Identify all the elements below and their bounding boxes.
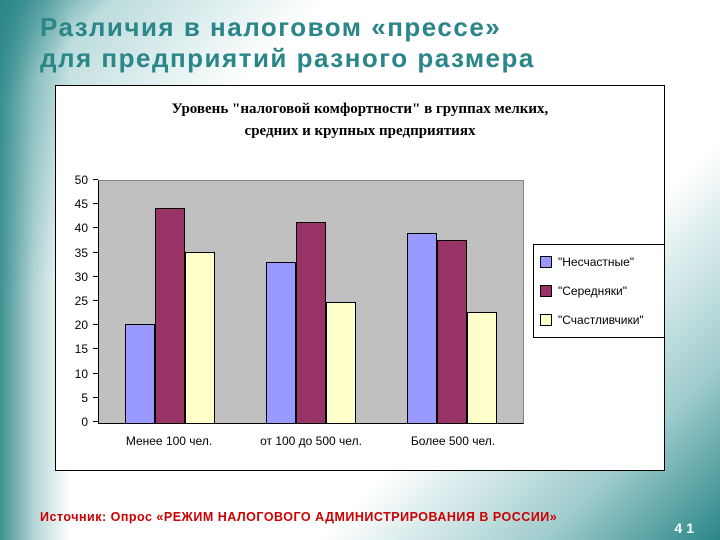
bar-group [382, 181, 523, 423]
y-tick-mark [93, 421, 98, 422]
y-tick-label: 40 [74, 221, 88, 236]
y-tick-mark [93, 275, 98, 277]
category-label: Более 500 чел. [410, 434, 496, 448]
y-tick-mark [93, 324, 98, 326]
y-tick-mark [93, 300, 98, 301]
chart: Уровень "налоговой комфортности" в групп… [55, 85, 665, 471]
y-tick-label: 0 [81, 415, 88, 429]
bar [295, 221, 326, 423]
y-tick-mark [93, 372, 98, 374]
bar [154, 208, 185, 423]
bar [467, 312, 498, 423]
legend-label: "Счастливчики" [558, 313, 644, 327]
y-tick-mark [93, 227, 98, 229]
page-number: 41 [674, 520, 698, 536]
legend-item: "Середняки" [540, 284, 658, 298]
slide-title: Различия в налоговом «прессе» для предпр… [40, 12, 535, 74]
y-tick-label: 45 [74, 197, 88, 212]
legend-swatch-icon [540, 285, 552, 297]
x-axis-labels: Менее 100 чел. от 100 до 500 чел. Более 50… [98, 434, 524, 448]
y-tick-label: 30 [74, 269, 88, 284]
legend-item: "Несчастные" [540, 255, 658, 269]
y-tick-label: 50 [74, 173, 88, 187]
bar-group [240, 181, 381, 423]
legend-label: "Середняки" [558, 284, 628, 298]
y-tick-label: 5 [81, 390, 88, 405]
plot-area [98, 180, 524, 424]
legend: "Несчастные" "Середняки" "Счастливчики" [533, 244, 665, 338]
bar [124, 324, 155, 423]
chart-title: Уровень "налоговой комфортности" в групп… [56, 99, 664, 143]
y-tick-label: 20 [74, 318, 88, 333]
y-tick-mark [93, 396, 98, 398]
slide-title-line-1: Различия в налоговом «прессе» [40, 12, 502, 42]
legend-swatch-icon [540, 314, 552, 326]
bar [325, 302, 356, 423]
bar-group [99, 181, 240, 423]
y-tick-label: 25 [74, 294, 88, 308]
bar [437, 240, 468, 423]
y-tick-mark [93, 348, 98, 350]
bar [265, 262, 296, 423]
legend-swatch-icon [540, 256, 552, 268]
y-tick-mark [93, 179, 98, 180]
y-tick-mark [93, 251, 98, 253]
slide-title-line-2: для предприятий разного размера [40, 43, 535, 73]
category-label: от 100 до 500 чел. [260, 434, 362, 448]
y-tick-mark [93, 203, 98, 205]
legend-item: "Счастливчики" [540, 313, 658, 327]
bar [407, 232, 438, 423]
chart-title-line-1: Уровень "налоговой комфортности" в групп… [171, 101, 549, 117]
y-tick-label: 35 [74, 245, 88, 260]
bar [184, 251, 215, 423]
chart-title-line-2: средних и крупных предприятиях [244, 122, 476, 139]
category-label: Менее 100 чел. [125, 434, 213, 448]
source-note: Источник: Опрос «РЕЖИМ НАЛОГОВОГО АДМИНИ… [40, 510, 558, 524]
y-tick-label: 10 [74, 366, 88, 381]
legend-label: "Несчастные" [558, 255, 635, 269]
y-tick-label: 15 [74, 342, 88, 357]
